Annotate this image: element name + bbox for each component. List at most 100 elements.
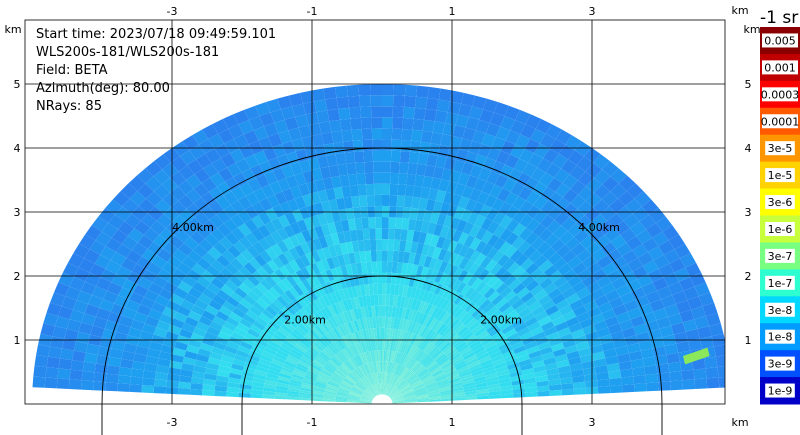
beta-cell — [328, 359, 340, 369]
beta-cell — [393, 351, 398, 363]
beta-cell — [304, 333, 316, 344]
beta-cell — [352, 369, 362, 380]
beta-cell — [520, 258, 534, 271]
y-tick-label-left: 2 — [14, 270, 21, 283]
beta-cell — [255, 174, 270, 189]
beta-cell — [369, 294, 375, 307]
beta-cell — [301, 382, 314, 388]
beta-cell — [471, 277, 483, 290]
beta-cell — [327, 381, 340, 388]
beta-cell — [256, 298, 269, 310]
beta-cell — [413, 364, 424, 374]
beta-cell — [145, 161, 163, 177]
beta-cell — [372, 272, 378, 284]
beta-cell — [705, 367, 719, 379]
beta-cell — [287, 393, 300, 398]
beta-cell — [502, 305, 515, 317]
beta-cell — [255, 316, 269, 327]
beta-cell — [323, 395, 336, 399]
beta-cell — [363, 391, 374, 399]
beta-cell — [413, 107, 426, 120]
beta-cell — [287, 387, 301, 393]
beta-cell — [412, 118, 425, 131]
beta-cell — [370, 350, 375, 362]
beta-cell — [388, 339, 392, 351]
beta-cell — [547, 288, 562, 300]
beta-cell — [387, 373, 392, 385]
beta-cell — [179, 369, 193, 378]
beta-cell — [703, 356, 718, 369]
beta-cell — [378, 372, 381, 384]
beta-cell — [360, 378, 369, 388]
beta-cell — [481, 230, 494, 244]
beta-cell — [286, 274, 298, 287]
beta-cell — [244, 105, 260, 121]
beta-cell — [427, 222, 437, 235]
beta-cell — [584, 147, 601, 163]
beta-cell — [365, 183, 375, 196]
beta-cell — [382, 217, 389, 229]
beta-cell — [449, 90, 464, 104]
beta-cell — [528, 249, 543, 263]
beta-cell — [215, 380, 228, 387]
beta-cell — [412, 363, 422, 373]
beta-cell — [341, 381, 353, 389]
beta-cell — [250, 389, 264, 395]
beta-cell — [135, 345, 149, 356]
beta-cell — [388, 388, 398, 397]
beta-cell — [330, 357, 341, 367]
beta-cell — [394, 228, 402, 240]
beta-cell — [498, 301, 512, 313]
beta-cell — [383, 383, 385, 395]
beta-cell — [434, 271, 444, 284]
beta-cell — [334, 85, 348, 98]
beta-cell — [571, 328, 585, 339]
beta-cell — [405, 344, 413, 356]
beta-cell — [247, 354, 261, 362]
colorbar-label-bg — [765, 356, 795, 371]
beta-cell — [121, 350, 136, 361]
beta-cell — [141, 385, 155, 394]
beta-cell — [406, 263, 414, 276]
beta-cell — [486, 305, 499, 317]
beta-cell — [547, 177, 563, 192]
beta-cell — [402, 391, 415, 397]
beta-cell — [100, 268, 117, 283]
beta-cell — [391, 396, 404, 401]
beta-cell — [311, 168, 323, 182]
beta-cell — [632, 366, 646, 377]
beta-cell — [445, 289, 456, 301]
beta-cell — [419, 370, 430, 379]
beta-cell — [513, 158, 529, 173]
beta-cell — [553, 275, 568, 288]
beta-cell — [374, 361, 378, 373]
beta-cell — [458, 257, 470, 270]
beta-cell — [499, 381, 513, 388]
beta-cell — [495, 282, 509, 295]
beta-cell — [412, 276, 421, 288]
beta-cell — [201, 337, 216, 347]
beta-cell — [425, 97, 439, 111]
beta-hotspot — [683, 347, 710, 365]
beta-cell — [61, 296, 77, 310]
beta-cell — [576, 249, 592, 263]
beta-cell — [593, 358, 607, 368]
beta-cell — [299, 293, 311, 306]
beta-cell — [373, 294, 379, 306]
beta-cell — [311, 361, 323, 370]
beta-cell — [391, 393, 402, 400]
beta-cell — [198, 315, 213, 327]
beta-cell — [524, 232, 539, 246]
beta-cell — [484, 259, 498, 272]
beta-cell — [173, 287, 188, 300]
beta-cell — [158, 288, 174, 301]
beta-cell — [382, 294, 386, 306]
beta-cell — [393, 363, 399, 375]
beta-cell — [410, 264, 419, 277]
beta-cell — [222, 114, 239, 129]
beta-cell — [424, 380, 436, 387]
beta-cell — [358, 341, 365, 354]
beta-cell — [389, 339, 394, 351]
beta-cell — [403, 356, 411, 367]
beta-cell — [410, 380, 422, 388]
